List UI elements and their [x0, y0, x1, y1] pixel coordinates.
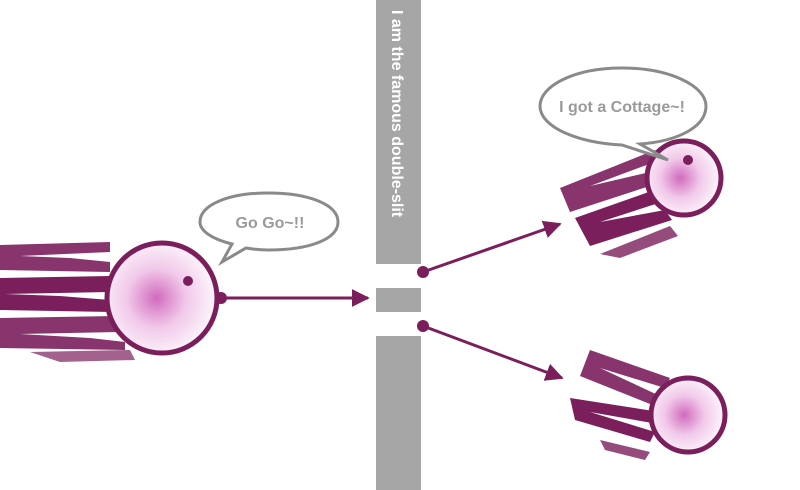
speech-bubble-go: Go Go~!!: [198, 191, 340, 267]
motion-trail-icon: [0, 242, 135, 362]
speech-bubble-cottage: I got a Cottage~!: [538, 66, 708, 162]
particle-eye-icon: [183, 276, 193, 286]
speech-text-go: Go Go~!!: [236, 215, 305, 232]
barrier-top: [376, 0, 421, 264]
barrier-bottom: [376, 336, 421, 490]
trajectory-arrow-incoming: [215, 289, 370, 307]
motion-trail-icon: [560, 150, 678, 258]
deflected-particle-lower: [570, 350, 728, 460]
motion-trail-icon: [570, 350, 670, 460]
trajectory-arrow-lower: [417, 320, 564, 381]
deflected-particle-upper: [560, 138, 724, 258]
barrier-middle: [376, 288, 421, 312]
particle-ball-icon: [104, 240, 220, 356]
incoming-particle: [0, 240, 220, 362]
slit-label: I am the famous double-slit: [388, 10, 405, 218]
double-slit-barrier: I am the famous double-slit: [376, 0, 421, 490]
particle-eye-icon: [683, 155, 693, 165]
particle-ball-icon: [648, 375, 728, 455]
trajectory-arrow-upper: [417, 220, 562, 278]
particle-ball-icon: [644, 138, 724, 218]
speech-text-cottage: I got a Cottage~!: [559, 99, 685, 116]
